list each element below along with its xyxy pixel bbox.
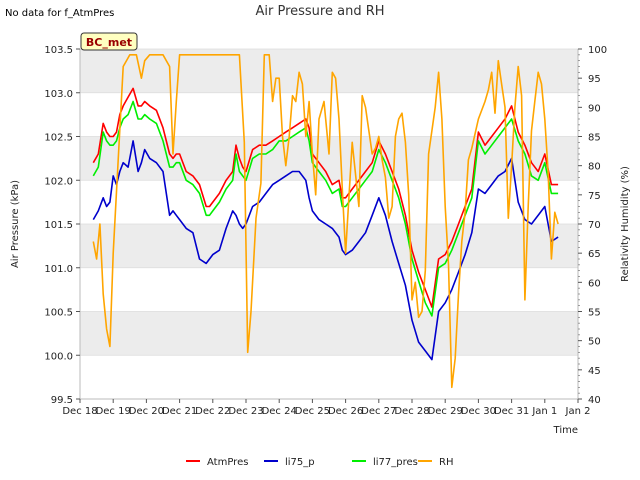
y-tick-label: 100.5: [44, 308, 73, 319]
x-tick-label: Dec 26: [328, 406, 363, 417]
y-tick-label: 99.5: [51, 395, 73, 406]
legend: AtmPres li75_p li77_pres RH: [186, 457, 453, 468]
y2-tick-label: 55: [588, 308, 601, 319]
x-tick-label: Dec 23: [228, 406, 263, 417]
y2-tick-label: 40: [588, 395, 601, 406]
y2-tick-label: 50: [588, 337, 601, 348]
y2-tick-label: 90: [588, 103, 601, 114]
y2-tick-label: 100: [588, 45, 607, 56]
y-axis-label: Air Pressure (kPa): [10, 180, 21, 268]
y-tick-label: 103.5: [44, 45, 73, 56]
series-line-AtmPres: [92, 87, 559, 308]
y2-tick-label: 65: [588, 249, 601, 260]
y-tick-label: 102.0: [44, 176, 73, 187]
chart-title: Air Pressure and RH: [255, 4, 385, 19]
y2-tick-label: 95: [588, 74, 601, 85]
x-tick-label: Dec 19: [96, 406, 131, 417]
grid-band: [80, 224, 578, 268]
y2-tick-label: 85: [588, 133, 601, 144]
y-tick-label: 101.5: [44, 220, 73, 231]
station-badge: BC_met: [80, 32, 138, 51]
grid-bands: [80, 48, 578, 400]
x-tick-label: Dec 22: [195, 406, 230, 417]
series-line-li77_pres: [92, 100, 559, 317]
y-tick-label: 100.0: [44, 351, 73, 362]
x-tick-label: Dec 31: [494, 406, 529, 417]
x-tick-label: Dec 27: [361, 406, 396, 417]
series-line-li75_p: [92, 140, 559, 361]
x-tick-label: Dec 30: [461, 406, 496, 417]
x-axis-label: Time: [553, 425, 578, 436]
x-tick-label: Dec 21: [162, 406, 197, 417]
axes: 99.5 100.0 100.5 101.0 101.5 102.0 102.5 103.0 1…: [10, 45, 631, 436]
x-tick-label: Dec 20: [129, 406, 164, 417]
y-tick-label: 102.5: [44, 133, 73, 144]
y2-tick-label: 45: [588, 366, 601, 377]
badge-box: [80, 32, 138, 51]
x-tick-label: Jan 1: [531, 406, 557, 417]
y2-tick-label: 70: [588, 220, 601, 231]
y-tick-label: 103.0: [44, 89, 73, 100]
y2-tick-label: 80: [588, 162, 601, 173]
legend-label-li75_p: li75_p: [285, 457, 315, 468]
legend-label-li77_pres: li77_pres: [373, 457, 418, 468]
x-tick-label: Dec 28: [394, 406, 429, 417]
y2-axis-label: Relativity Humidity (%): [620, 166, 631, 282]
x-tick-label: Dec 29: [428, 406, 463, 417]
legend-label-AtmPres: AtmPres: [207, 457, 248, 468]
x-tick-label: Dec 24: [262, 406, 297, 417]
legend-label-RH: RH: [439, 457, 453, 468]
no-data-note: No data for f_AtmPres: [5, 8, 115, 19]
grid-band: [80, 311, 578, 356]
x-tick-label: Dec 18: [62, 406, 97, 417]
y-tick-label: 101.0: [44, 264, 73, 275]
y2-tick-label: 75: [588, 191, 601, 202]
series-line-RH: [92, 53, 559, 389]
badge-label: BC_met: [86, 36, 132, 49]
x-tick-label: Dec 25: [295, 406, 330, 417]
y2-tick-label: 60: [588, 278, 601, 289]
x-tick-label: Jan 2: [565, 406, 591, 417]
series-lines: [92, 53, 559, 389]
